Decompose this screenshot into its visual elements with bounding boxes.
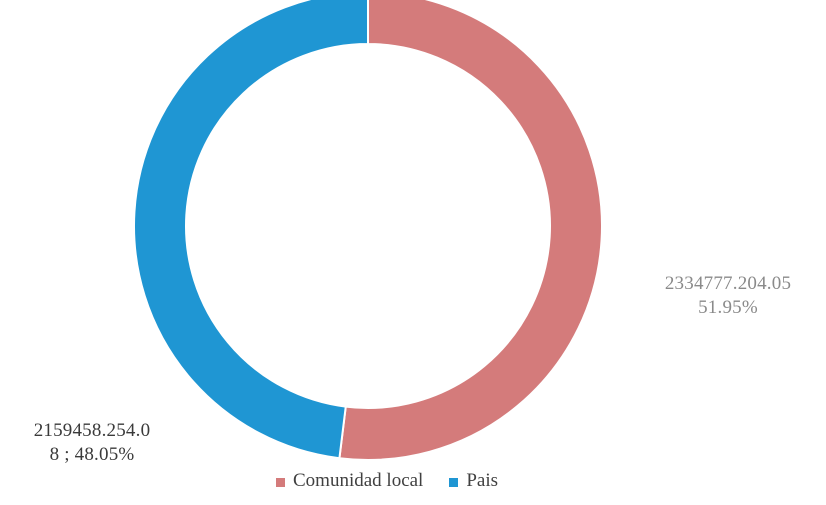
- data-label-pais: 2159458.254.0 8 ; 48.05%: [2, 419, 182, 467]
- legend-swatch-comunidad-local: [276, 477, 285, 487]
- data-label-comunidad-local-percent: 51.95%: [698, 297, 758, 318]
- data-label-pais-value: 2159458.254.0: [33, 420, 151, 441]
- legend-label-comunidad-local: Comunidad local: [293, 470, 424, 491]
- doughnut-chart: [133, 0, 603, 461]
- legend-swatch-pais: [449, 477, 459, 487]
- legend-label-pais: Pais: [466, 470, 499, 491]
- chart-legend: Comunidad local Pais: [276, 468, 524, 494]
- doughnut-segment-pais[interactable]: [133, 0, 369, 460]
- data-label-pais-percent: 8 ; 48.05%: [49, 444, 135, 465]
- legend-item-comunidad-local[interactable]: Comunidad local: [276, 470, 423, 492]
- doughnut-segment-comunidad-local[interactable]: [338, 0, 603, 461]
- data-label-comunidad-local: 2334777.204.05 51.95%: [640, 272, 816, 320]
- data-label-comunidad-local-value: 2334777.204.05: [664, 273, 792, 294]
- legend-item-pais[interactable]: Pais: [449, 470, 498, 492]
